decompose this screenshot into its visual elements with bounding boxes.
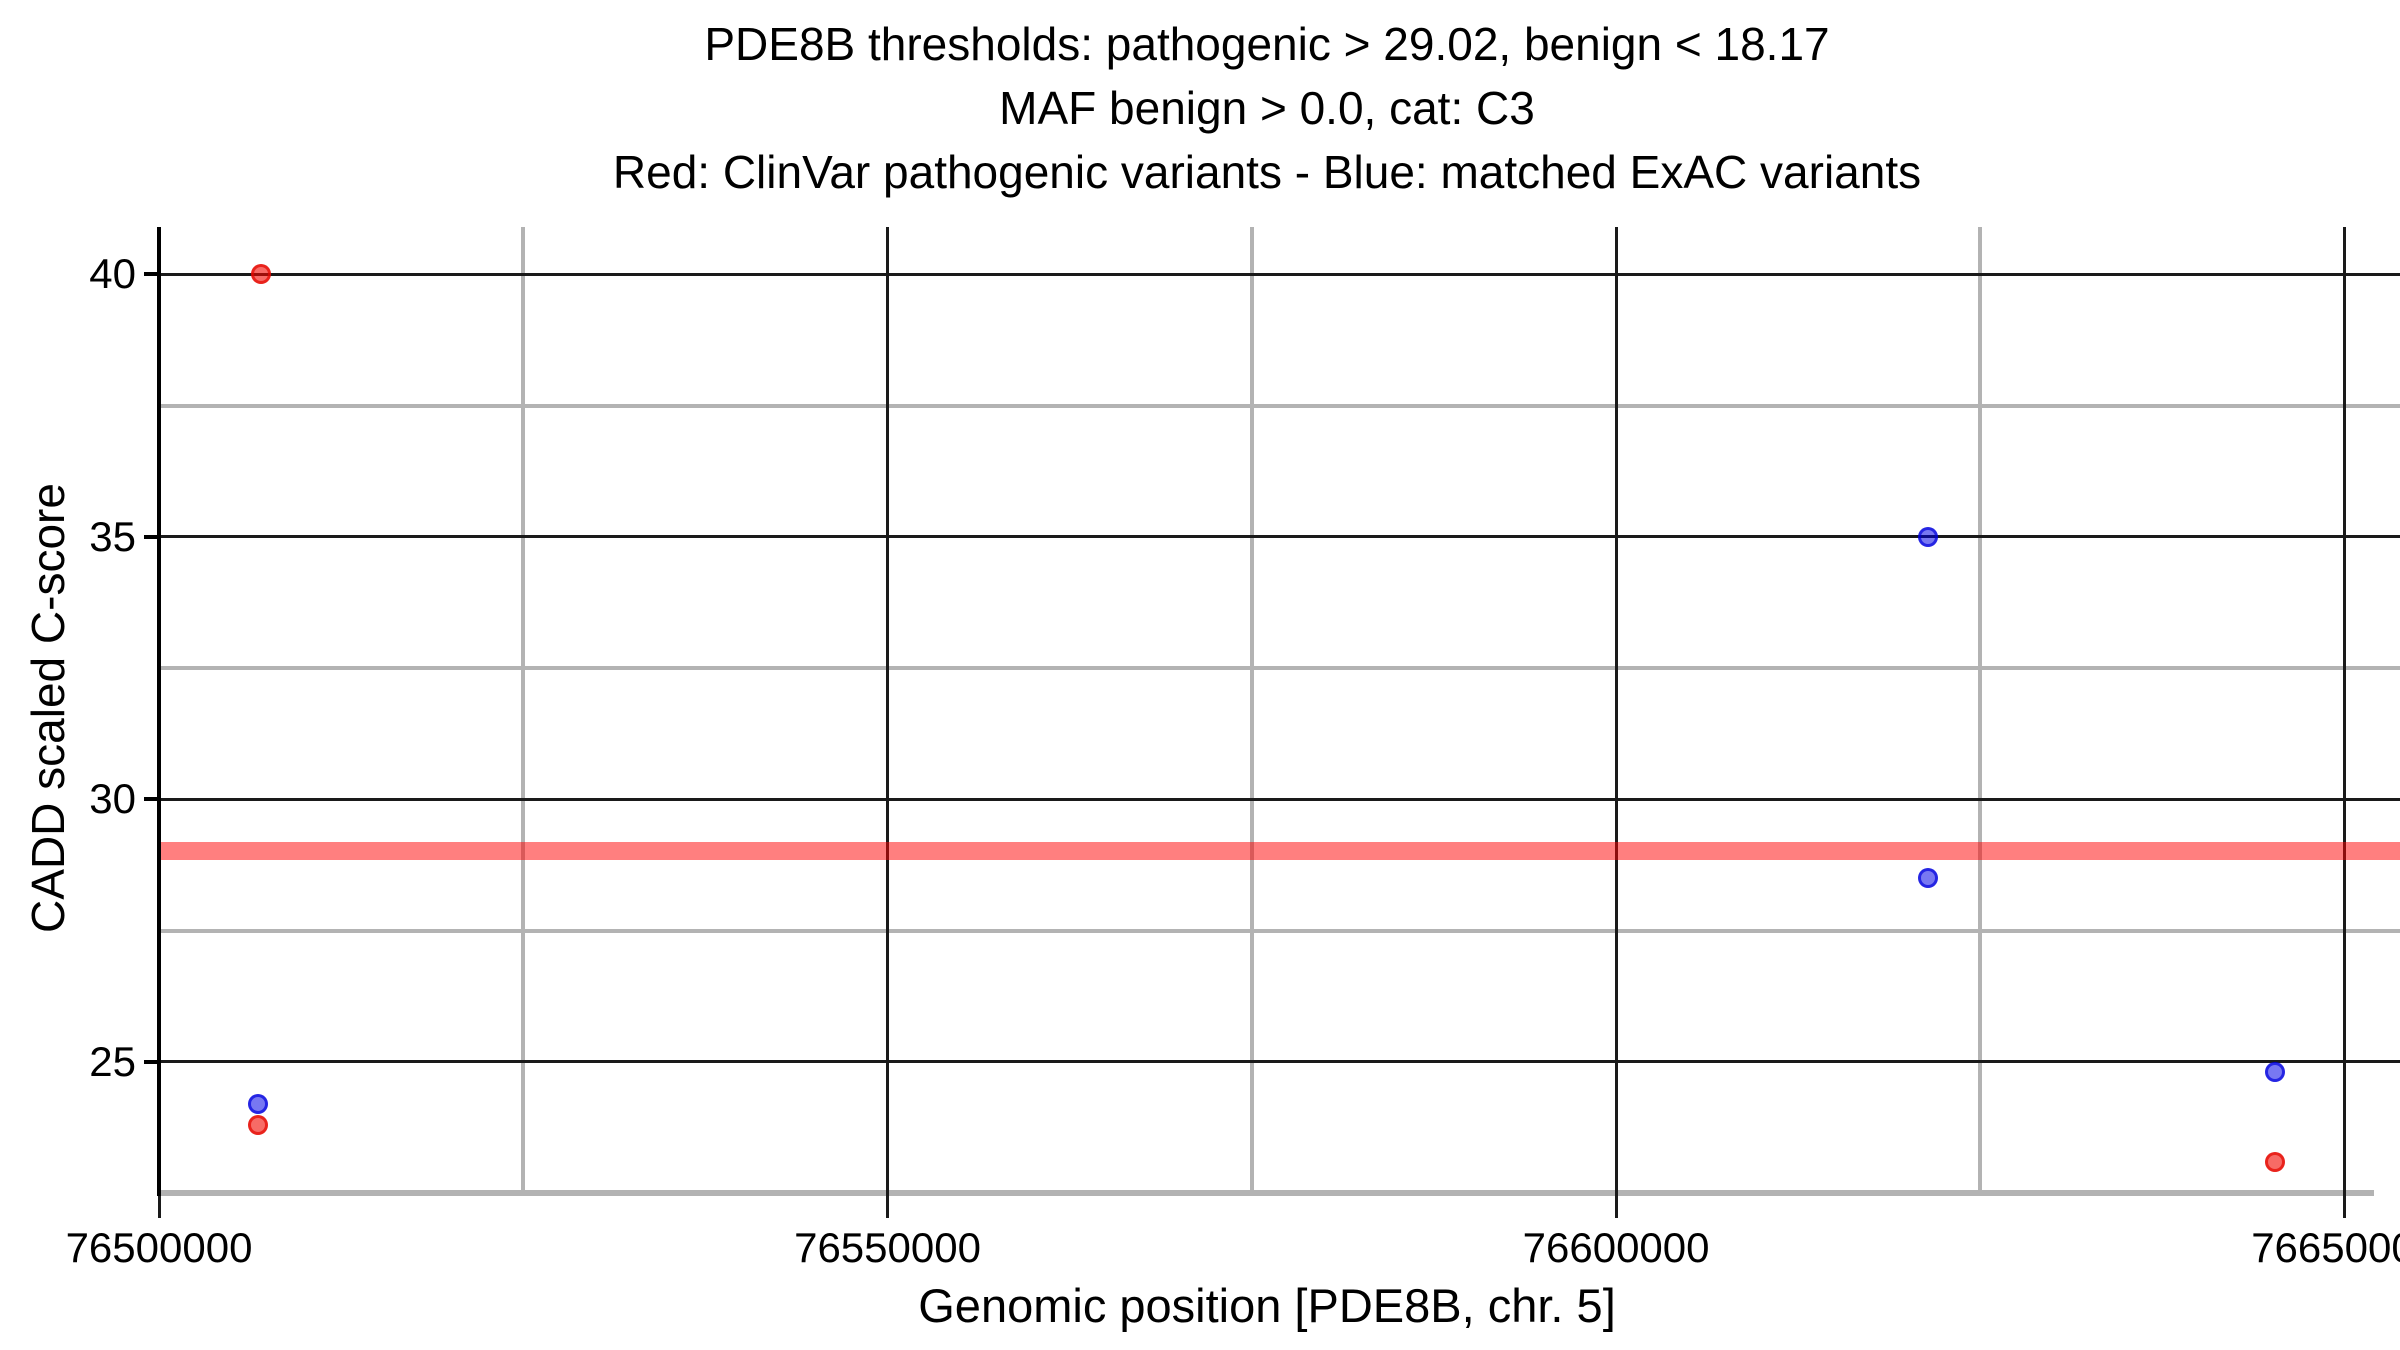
y-tick-label: 40 bbox=[89, 250, 136, 298]
pathogenic-threshold-line bbox=[159, 841, 2400, 860]
y-tick-label: 25 bbox=[89, 1037, 136, 1085]
gridline-x-major bbox=[886, 227, 890, 1218]
x-tick-label: 76500000 bbox=[65, 1224, 253, 1271]
y-axis-tick bbox=[144, 797, 158, 802]
x-axis-label: Genomic position [PDE8B, chr. 5] bbox=[918, 1279, 1616, 1332]
gridline-y-major bbox=[159, 272, 2400, 276]
gridline-y-major bbox=[159, 797, 2400, 801]
plot-title-line1: PDE8B thresholds: pathogenic > 29.02, be… bbox=[704, 18, 1830, 70]
gridline-x-minor bbox=[1978, 227, 1983, 1193]
y-axis-tick bbox=[144, 534, 158, 539]
gridline-y-minor bbox=[159, 666, 2400, 670]
y-tick-label: 30 bbox=[89, 775, 136, 823]
gridline-x-minor bbox=[1249, 227, 1254, 1193]
data-point-matched-exac bbox=[1917, 526, 1938, 547]
x-tick-label: 76550000 bbox=[794, 1224, 981, 1271]
data-point-clinvar-pathogenic bbox=[250, 264, 271, 285]
gridline-x-major bbox=[1614, 227, 1618, 1218]
y-axis-line bbox=[157, 227, 161, 1196]
data-point-clinvar-pathogenic bbox=[248, 1114, 269, 1135]
y-tick-label: 35 bbox=[89, 512, 136, 560]
plot-title-line3: Red: ClinVar pathogenic variants - Blue:… bbox=[612, 146, 1922, 198]
data-point-matched-exac bbox=[1917, 868, 1938, 888]
y-axis-tick bbox=[144, 1059, 158, 1064]
data-point-clinvar-pathogenic bbox=[2264, 1151, 2285, 1172]
y-axis-tick bbox=[144, 272, 158, 277]
data-point-matched-exac bbox=[2264, 1062, 2285, 1083]
gridline-x-major bbox=[2343, 227, 2347, 1218]
plot-title: PDE8B thresholds: pathogenic > 29.02, be… bbox=[159, 12, 2375, 204]
gridline-y-minor bbox=[159, 928, 2400, 933]
data-point-matched-exac bbox=[248, 1093, 269, 1114]
gridline-y-minor bbox=[159, 403, 2400, 408]
x-axis-line bbox=[159, 1190, 2374, 1196]
gridline-y-major bbox=[159, 535, 2400, 539]
x-tick-label: 76650000 bbox=[2251, 1224, 2400, 1271]
plot-title-line2: MAF benign > 0.0, cat: C3 bbox=[999, 82, 1535, 134]
gridline-x-minor bbox=[521, 227, 526, 1193]
gridline-y-major bbox=[159, 1060, 2400, 1064]
x-tick-label: 76600000 bbox=[1522, 1224, 1710, 1271]
